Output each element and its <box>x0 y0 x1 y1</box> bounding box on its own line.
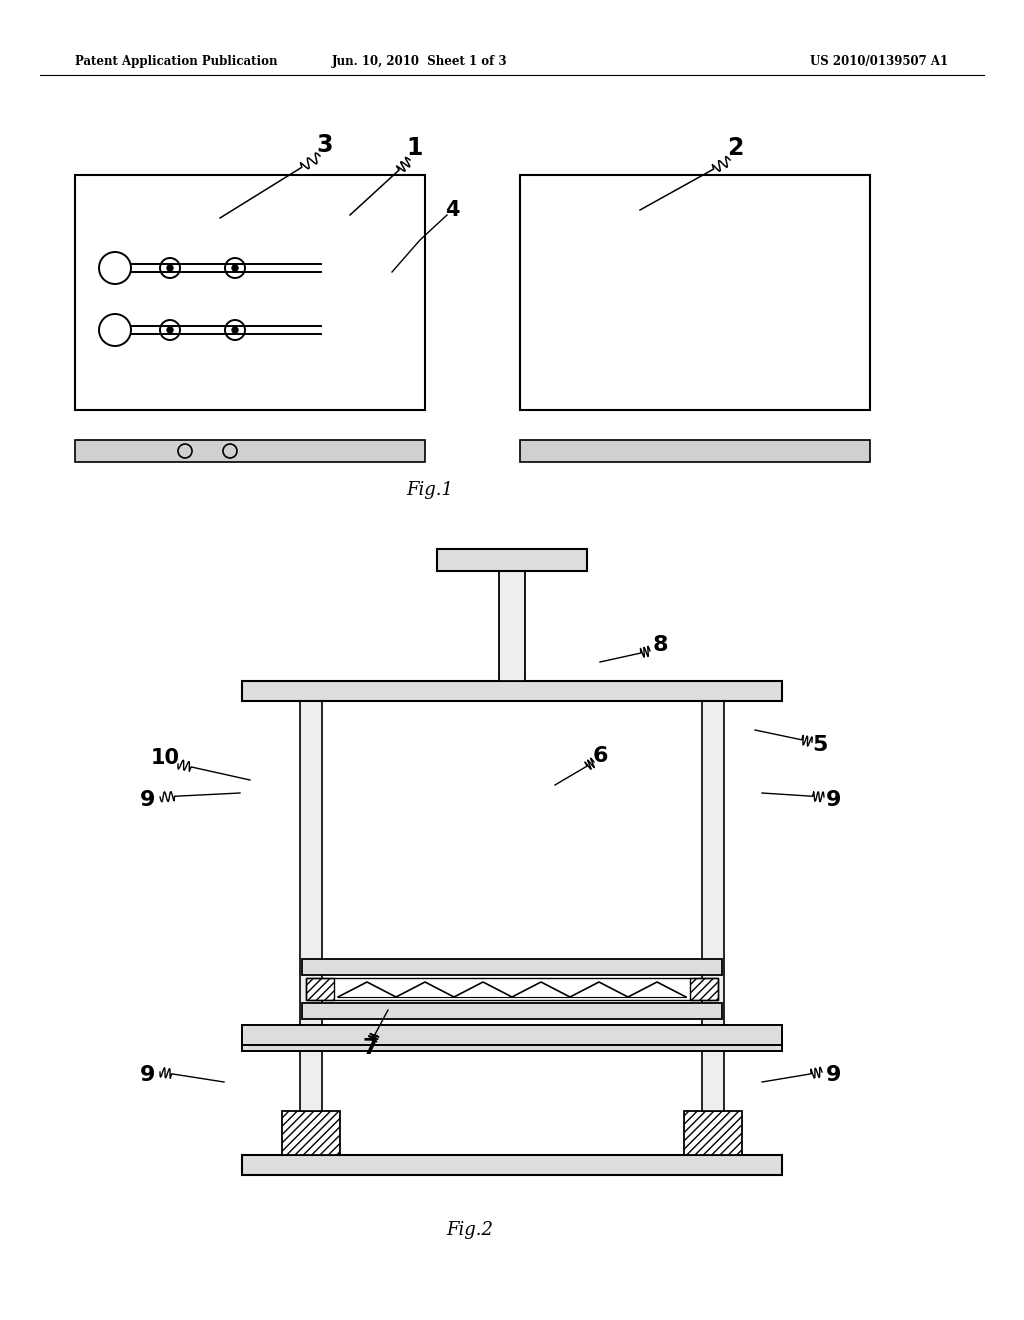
Circle shape <box>167 327 173 333</box>
Text: 4: 4 <box>444 201 459 220</box>
Circle shape <box>232 327 238 333</box>
Bar <box>75 440 425 462</box>
Circle shape <box>167 265 173 271</box>
Bar <box>302 960 722 975</box>
Bar <box>300 681 322 1111</box>
Text: 10: 10 <box>151 748 179 768</box>
Bar <box>437 549 587 572</box>
Bar <box>242 681 782 701</box>
Text: Fig.1: Fig.1 <box>407 480 454 499</box>
Text: 7: 7 <box>362 1038 378 1059</box>
Circle shape <box>232 265 238 271</box>
Bar <box>702 681 724 1111</box>
Bar <box>306 978 718 1001</box>
Text: 5: 5 <box>812 735 827 755</box>
Text: 1: 1 <box>407 136 423 160</box>
Bar <box>684 1111 742 1155</box>
Text: US 2010/0139507 A1: US 2010/0139507 A1 <box>810 55 948 69</box>
Bar <box>242 1026 782 1045</box>
Bar <box>520 176 870 411</box>
Text: 9: 9 <box>140 789 156 810</box>
Text: 9: 9 <box>826 789 842 810</box>
Text: 9: 9 <box>140 1065 156 1085</box>
Bar <box>520 440 870 462</box>
Text: 8: 8 <box>652 635 668 655</box>
Bar <box>75 176 425 411</box>
Bar <box>306 978 334 1001</box>
Bar <box>242 1031 782 1051</box>
Text: Patent Application Publication: Patent Application Publication <box>75 55 278 69</box>
Bar <box>499 572 525 681</box>
Bar <box>242 1155 782 1175</box>
Bar <box>690 978 718 1001</box>
Bar <box>282 1111 340 1155</box>
Text: 6: 6 <box>592 746 608 766</box>
Text: 9: 9 <box>826 1065 842 1085</box>
Bar <box>302 1003 722 1019</box>
Text: Jun. 10, 2010  Sheet 1 of 3: Jun. 10, 2010 Sheet 1 of 3 <box>332 55 508 69</box>
Text: 2: 2 <box>727 136 743 160</box>
Text: 3: 3 <box>316 133 333 157</box>
Text: Fig.2: Fig.2 <box>446 1221 494 1239</box>
